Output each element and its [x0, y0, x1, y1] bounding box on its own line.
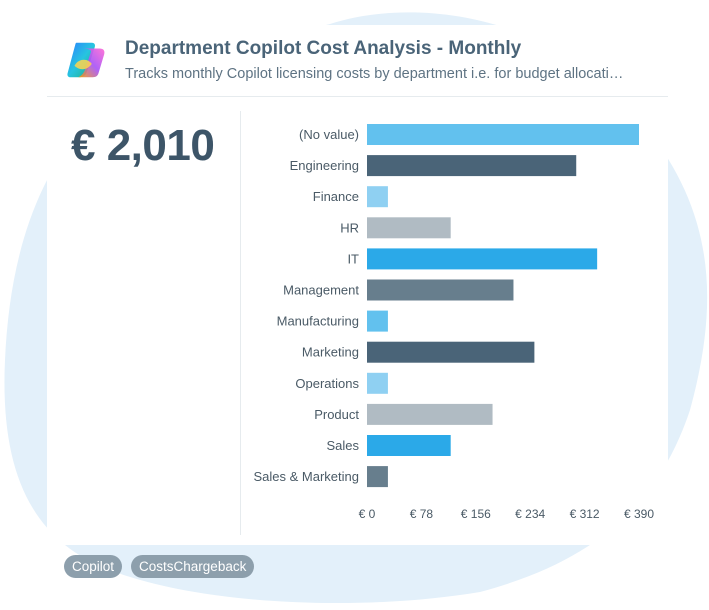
- header-divider: [47, 96, 668, 97]
- tag-copilot[interactable]: Copilot: [64, 555, 123, 578]
- bar-finance[interactable]: [367, 186, 388, 208]
- x-tick-label: € 390: [624, 507, 654, 521]
- bar-operations[interactable]: [367, 372, 388, 394]
- department-cost-bar-chart: (No value) Engineering Finance HR IT Manageme…: [254, 124, 654, 521]
- category-label-product: Product: [314, 407, 359, 422]
- category-label-sales: Sales: [326, 438, 359, 453]
- bar-management[interactable]: [367, 279, 514, 301]
- x-tick-label: € 156: [461, 507, 491, 521]
- category-label-finance: Finance: [313, 189, 359, 204]
- category-label-engineering: Engineering: [290, 158, 359, 173]
- bar-sales-marketing[interactable]: [367, 466, 388, 488]
- card-title: Department Copilot Cost Analysis - Month…: [125, 38, 522, 59]
- category-label-operations: Operations: [295, 376, 359, 391]
- category-label-no-value: (No value): [299, 127, 359, 142]
- card-subtitle: Tracks monthly Copilot licensing costs b…: [125, 66, 624, 82]
- bar-sales[interactable]: [367, 435, 451, 456]
- category-label-management: Management: [283, 283, 359, 298]
- kpi-total-value: € 2,010: [71, 121, 215, 170]
- bar-engineering[interactable]: [367, 155, 577, 177]
- x-tick-label: € 234: [515, 507, 545, 521]
- bar-manufacturing[interactable]: [367, 310, 388, 332]
- category-label-it: IT: [347, 251, 359, 266]
- tag-list: Copilot CostsChargeback: [64, 555, 255, 578]
- panel-divider: [240, 111, 241, 535]
- bar-hr[interactable]: [367, 217, 451, 239]
- category-label-manufacturing: Manufacturing: [277, 314, 359, 329]
- tag-costschargeback[interactable]: CostsChargeback: [131, 555, 255, 578]
- bar-marketing[interactable]: [367, 341, 535, 363]
- category-label-sales-marketing: Sales & Marketing: [254, 469, 360, 484]
- copilot-logo-icon: [67, 42, 105, 78]
- x-tick-label: € 312: [570, 507, 600, 521]
- bar-product[interactable]: [367, 403, 493, 425]
- category-label-marketing: Marketing: [302, 345, 359, 360]
- x-tick-label: € 78: [410, 507, 434, 521]
- chart-card: Department Copilot Cost Analysis - Month…: [47, 25, 668, 545]
- x-tick-label: € 0: [359, 507, 376, 521]
- category-label-hr: HR: [340, 220, 359, 235]
- bar-it[interactable]: [367, 248, 598, 270]
- bar-no-value[interactable]: [367, 124, 639, 145]
